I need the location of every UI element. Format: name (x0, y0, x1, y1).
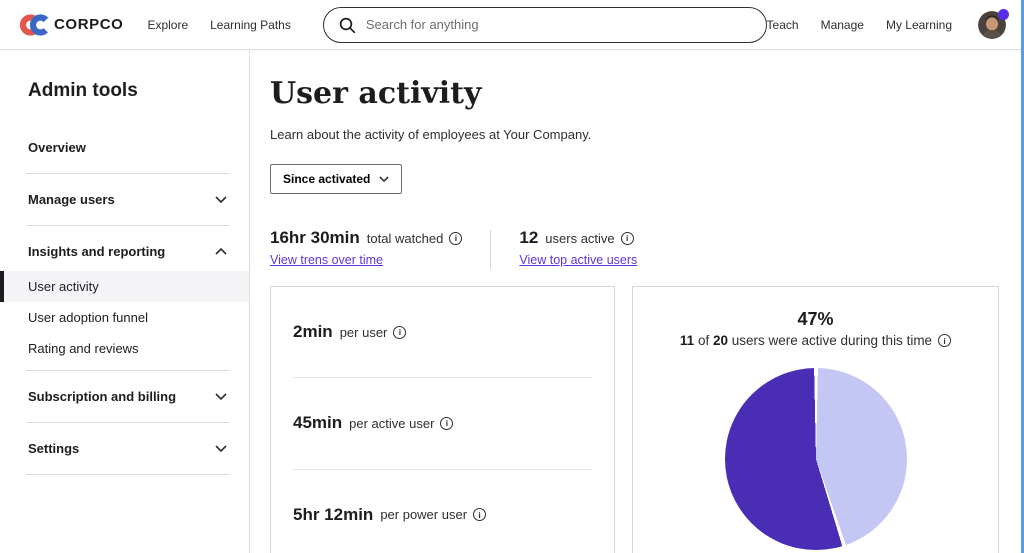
info-icon[interactable] (620, 231, 634, 245)
sidebar-item-rating-reviews[interactable]: Rating and reviews (0, 333, 249, 364)
nav-my-learning[interactable]: My Learning (885, 17, 952, 32)
sidebar-item-label: Manage users (28, 192, 115, 207)
stat-per-power-user: 5hr 12min per power user (271, 470, 614, 553)
active-count: 11 (679, 333, 695, 348)
divider (26, 370, 229, 371)
sidebar-item-subscription-billing[interactable]: Subscription and billing (0, 377, 249, 416)
admin-sidebar: Admin tools Overview Manage users Insigh… (0, 50, 250, 553)
info-icon[interactable] (938, 334, 952, 347)
stat-value: 16hr 30min (270, 228, 360, 247)
user-avatar[interactable] (978, 8, 1009, 39)
active-summary-line: 11 of 20 users were active during this t… (633, 333, 998, 348)
nav-learning-paths[interactable]: Learning Paths (210, 17, 291, 32)
sidebar-item-manage-users[interactable]: Manage users (0, 180, 249, 219)
stat-total-watched: 16hr 30min total watched View trens over… (270, 228, 463, 269)
sidebar-title: Admin tools (28, 80, 138, 101)
stat-label: per user (339, 324, 388, 340)
sidebar-item-label: User adoption funnel (28, 310, 148, 325)
divider (26, 474, 229, 475)
sidebar-item-insights-reporting[interactable]: Insights and reporting (0, 232, 249, 271)
secondary-nav: Teach Manage My Learning (766, 8, 1009, 39)
chevron-down-icon (215, 445, 227, 452)
summary-stats: 16hr 30min total watched View trens over… (270, 228, 999, 269)
info-icon[interactable] (393, 325, 407, 339)
per-user-stats-card: 2min per user 45min per active user 5hr … (270, 286, 615, 553)
chevron-down-icon (379, 176, 390, 182)
stat-value: 5hr 12min (293, 504, 374, 524)
stat-per-user: 2min per user (271, 287, 614, 377)
view-trends-link[interactable]: View trens over time (270, 253, 384, 267)
search-input[interactable] (365, 17, 756, 32)
chevron-down-icon (215, 196, 227, 203)
sidebar-item-label: Settings (28, 441, 80, 456)
text: of (694, 333, 713, 348)
text: users were active during this time (727, 333, 933, 348)
notification-dot (998, 8, 1009, 20)
main-content: User activity Learn about the activity o… (250, 50, 1024, 553)
stat-label: users active (545, 230, 615, 246)
stat-value: 12 (519, 228, 539, 247)
info-icon[interactable] (449, 231, 463, 245)
sidebar-item-label: User activity (28, 279, 99, 294)
sidebar-item-label: Subscription and billing (28, 389, 177, 404)
sidebar-item-label: Rating and reviews (28, 341, 139, 356)
view-top-active-users-link[interactable]: View top active users (519, 253, 638, 267)
divider (293, 468, 592, 470)
search-icon (339, 17, 356, 33)
sidebar-item-label: Insights and reporting (28, 244, 166, 259)
chevron-down-icon (215, 393, 227, 400)
divider (26, 225, 229, 226)
time-range-value: Since activated (283, 172, 371, 186)
stat-value: 2min (293, 322, 333, 342)
search-bar[interactable] (322, 6, 767, 43)
sidebar-item-label: Overview (28, 140, 86, 155)
sidebar-item-overview[interactable]: Overview (0, 128, 249, 167)
brand-chevrons-icon (20, 13, 50, 36)
time-range-dropdown[interactable]: Since activated (270, 164, 403, 194)
info-icon[interactable] (473, 508, 487, 522)
info-icon[interactable] (440, 416, 454, 430)
primary-nav: Explore Learning Paths (147, 18, 290, 32)
stat-users-active: 12 users active View top active users (519, 228, 637, 269)
divider (26, 422, 229, 423)
top-navbar: CORPCO Explore Learning Paths Teach Mana… (0, 0, 1024, 50)
brand-name: CORPCO (54, 16, 124, 33)
stat-per-active-user: 45min per active user (271, 378, 614, 468)
sidebar-item-user-activity[interactable]: User activity (0, 271, 249, 302)
divider (26, 173, 229, 174)
stat-label: per power user (380, 507, 468, 523)
active-users-pie-chart (724, 368, 907, 550)
stat-label: total watched (366, 230, 444, 246)
chevron-up-icon (215, 248, 227, 255)
active-percent: 47% (797, 309, 834, 329)
nav-teach[interactable]: Teach (766, 17, 799, 32)
sidebar-item-settings[interactable]: Settings (0, 429, 249, 468)
divider (293, 377, 592, 379)
brand-logo[interactable]: CORPCO (20, 12, 123, 38)
sidebar-item-user-adoption-funnel[interactable]: User adoption funnel (0, 302, 249, 333)
stat-label: per active user (349, 415, 435, 431)
window-edge-strip (1021, 0, 1024, 553)
page-title: User activity (270, 76, 482, 111)
divider (490, 230, 492, 269)
total-count: 20 (712, 333, 728, 348)
active-users-chart-card: 47% 11 of 20 users were active during th… (632, 286, 999, 553)
stat-value: 45min (293, 413, 343, 433)
nav-explore[interactable]: Explore (147, 17, 189, 32)
nav-manage[interactable]: Manage (820, 17, 864, 32)
page-subtitle: Learn about the activity of employees at… (270, 127, 592, 142)
